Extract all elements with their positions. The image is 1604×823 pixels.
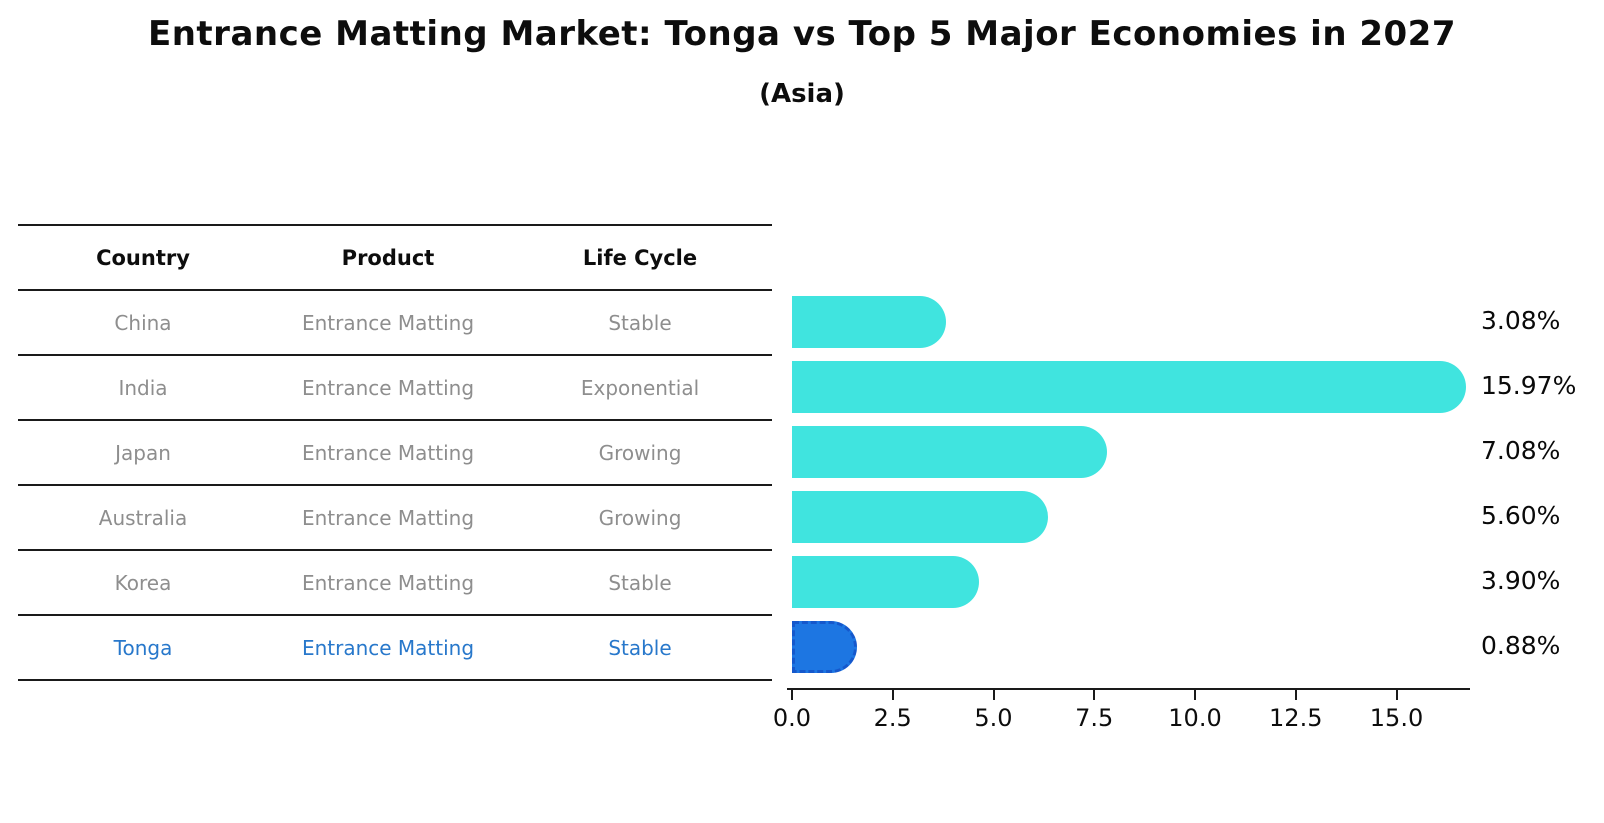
country-cell: Australia (98, 505, 188, 530)
life-cycle-cell: Stable (608, 310, 672, 335)
chart-title: Entrance Matting Market: Tonga vs Top 5 … (148, 14, 1456, 54)
life-cycle-cell: Growing (598, 505, 682, 530)
country-table: Country Product Life Cycle China Entrance… (18, 224, 772, 681)
bar-china (792, 296, 947, 348)
column-header-country: Country (96, 245, 190, 270)
value-label-india: 15.97% (1481, 371, 1577, 400)
column-header-life-cycle: Life Cycle (582, 245, 698, 270)
value-label-china: 3.08% (1481, 306, 1561, 335)
column-header-product: Product (341, 245, 435, 270)
x-tick-label: 0.0 (772, 704, 812, 732)
table-row-korea: Korea Entrance Matting Stable (18, 551, 772, 616)
life-cycle-cell: Stable (608, 570, 672, 595)
table-header-row: Country Product Life Cycle (18, 226, 772, 291)
x-tick-mark (992, 690, 995, 700)
country-cell: China (114, 310, 172, 335)
bar-japan (792, 426, 1108, 478)
life-cycle-cell: Stable (608, 635, 672, 660)
product-cell: Entrance Matting (301, 440, 475, 465)
bar-korea (792, 556, 980, 608)
value-label-japan: 7.08% (1481, 436, 1561, 465)
product-cell: Entrance Matting (301, 375, 475, 400)
table-row-china: China Entrance Matting Stable (18, 291, 772, 356)
bar-india (792, 361, 1466, 413)
x-tick-label: 2.5 (873, 704, 912, 732)
life-cycle-cell: Growing (598, 440, 682, 465)
country-cell: India (118, 375, 168, 400)
product-cell: Entrance Matting (301, 310, 475, 335)
x-tick-mark (1395, 690, 1398, 700)
table-body: China Entrance Matting Stable India Entrance… (18, 291, 772, 681)
x-tick-label: 15.0 (1369, 704, 1424, 732)
x-tick-label: 7.5 (1075, 704, 1114, 732)
product-cell: Entrance Matting (301, 570, 475, 595)
table-row-japan: Japan Entrance Matting Growing (18, 421, 772, 486)
table-row-tonga: Tonga Entrance Matting Stable (18, 616, 772, 681)
x-tick-label: 5.0 (974, 704, 1013, 732)
bar-tonga (792, 621, 858, 673)
bar-australia (792, 491, 1048, 543)
country-cell: Tonga (113, 635, 173, 660)
table-row-australia: Australia Entrance Matting Growing (18, 486, 772, 551)
table-row-india: India Entrance Matting Exponential (18, 356, 772, 421)
value-label-australia: 5.60% (1481, 501, 1561, 530)
chart-subtitle: (Asia) (759, 79, 845, 109)
product-cell: Entrance Matting (301, 505, 475, 530)
life-cycle-cell: Exponential (580, 375, 700, 400)
x-tick-label: 10.0 (1168, 704, 1222, 732)
value-label-korea: 3.90% (1481, 566, 1561, 595)
x-tick-mark (891, 690, 894, 700)
x-tick-mark (791, 690, 793, 700)
x-tick-label: 12.5 (1269, 704, 1323, 732)
value-label-tonga: 0.88% (1481, 631, 1561, 660)
country-cell: Japan (115, 440, 171, 465)
country-cell: Korea (114, 570, 172, 595)
x-tick-mark (1194, 690, 1196, 700)
x-tick-mark (1294, 690, 1297, 700)
x-axis-line (787, 688, 1470, 690)
product-cell: Entrance Matting (301, 635, 475, 660)
x-tick-mark (1093, 690, 1096, 700)
